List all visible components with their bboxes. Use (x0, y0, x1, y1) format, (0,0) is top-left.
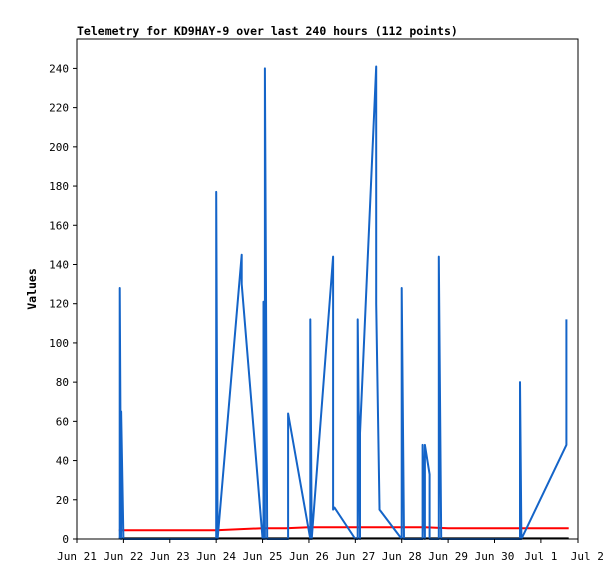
x-tick-label: Jun 25 (243, 550, 283, 563)
y-tick-label: 220 (49, 102, 69, 115)
series-line-2 (118, 65, 568, 540)
y-tick-label: 20 (56, 494, 69, 507)
x-tick-label: Jul 2 (571, 550, 604, 563)
x-tick-label: Jun 29 (428, 550, 468, 563)
x-tick-label: Jun 26 (289, 550, 329, 563)
y-tick-label: 80 (56, 376, 69, 389)
x-tick-label: Jul 1 (524, 550, 557, 563)
series-line-0 (118, 526, 569, 532)
y-tick-label: 140 (49, 258, 69, 271)
x-tick-label: Jun 22 (104, 550, 144, 563)
y-tick-label: 0 (62, 533, 69, 546)
x-tick-label: Jun 28 (382, 550, 422, 563)
x-tick-label: Jun 23 (150, 550, 190, 563)
x-tick-label: Jun 21 (57, 550, 97, 563)
y-tick-label: 240 (49, 62, 69, 75)
y-tick-label: 200 (49, 141, 69, 154)
x-tick-label: Jun 27 (335, 550, 375, 563)
plot-frame (76, 38, 579, 540)
x-tick-label: Jun 24 (196, 550, 236, 563)
y-axis-label: Values (25, 268, 39, 310)
series-layer (118, 65, 569, 540)
y-tick-label: 100 (49, 337, 69, 350)
chart-title: Telemetry for KD9HAY-9 over last 240 hou… (77, 24, 458, 38)
y-tick-label: 160 (49, 219, 69, 232)
y-tick-label: 180 (49, 180, 69, 193)
y-tick-label: 60 (56, 415, 69, 428)
y-tick-label: 40 (56, 455, 69, 468)
x-tick-label: Jun 30 (475, 550, 515, 563)
x-axis-ticks: Jun 21 Jun 22 Jun 23 Jun 24 Jun 25 Jun 26 Jun … (57, 539, 604, 563)
y-tick-label: 120 (49, 298, 69, 311)
y-axis-ticks: 0 20 40 60 80 100 120 140 160 180 200 220 240 (49, 62, 77, 546)
